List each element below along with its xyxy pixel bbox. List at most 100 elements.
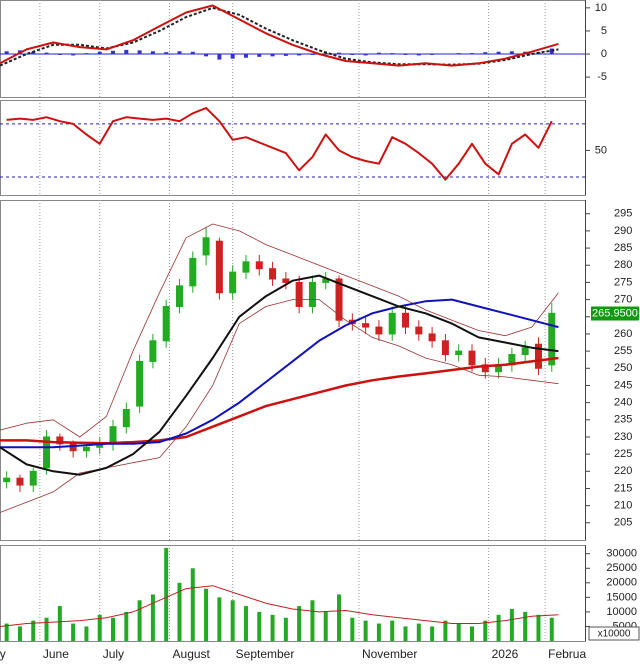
x-tick-label: July [103, 647, 124, 661]
candle-body [29, 470, 37, 486]
line-series [0, 298, 559, 449]
bar [456, 623, 461, 641]
bar [350, 617, 355, 641]
candle-body [295, 281, 303, 307]
bar [376, 52, 381, 55]
candle-body [441, 340, 449, 356]
y-tick-label: 275 [614, 276, 632, 288]
bar [509, 51, 514, 55]
unit-label: x10000 [598, 629, 631, 640]
y-tick-label: 30000 [606, 548, 637, 560]
candle-body [534, 343, 542, 369]
bar [177, 51, 182, 55]
bar [283, 617, 288, 641]
bar [150, 51, 155, 55]
bar [230, 600, 235, 641]
x-tick-label: June [43, 647, 69, 661]
y-tick-label: 210 [614, 500, 632, 512]
bar [4, 51, 9, 55]
y-tick-label: 245 [614, 379, 632, 391]
bar [71, 54, 76, 56]
bar [71, 623, 76, 641]
candle-body [56, 436, 64, 445]
bar [243, 606, 248, 641]
candle-body [3, 477, 11, 483]
candle-body [455, 350, 463, 356]
y-tick-label: 50 [595, 144, 607, 156]
bar [390, 620, 395, 641]
candle-body [69, 443, 77, 452]
bar [44, 52, 49, 55]
candle-body [136, 360, 144, 407]
bar [243, 54, 248, 58]
bar [57, 54, 62, 55]
candle-body [308, 281, 316, 307]
bar [496, 614, 501, 641]
bar [509, 609, 514, 641]
y-tick-label: 215 [614, 482, 632, 494]
bar [469, 53, 474, 55]
bar [57, 606, 62, 641]
line-series [6, 107, 553, 181]
y-tick-label: 0 [601, 48, 607, 60]
bar [137, 50, 142, 55]
bar [416, 623, 421, 641]
bar [363, 620, 368, 641]
line-series [0, 4, 559, 67]
candle-body [122, 408, 130, 428]
candle-body [388, 312, 396, 335]
bar [270, 54, 275, 57]
candle-body [16, 477, 24, 486]
y-tick-label: 20000 [606, 577, 637, 589]
bar [403, 626, 408, 641]
line-series [0, 356, 559, 445]
line-series [0, 223, 559, 438]
bar [549, 617, 554, 641]
y-tick-label: 260 [614, 328, 632, 340]
y-tick-label: 220 [614, 465, 632, 477]
x-tick-label: November [362, 647, 417, 661]
y-tick-label: 235 [614, 414, 632, 426]
bar [257, 54, 262, 57]
bar [297, 54, 302, 56]
bar [456, 53, 461, 55]
candle-body [82, 446, 90, 452]
y-tick-label: 250 [614, 362, 632, 374]
bar [310, 54, 315, 55]
candle-body [402, 312, 410, 328]
bar [190, 51, 195, 55]
x-tick-label: Februa [548, 647, 586, 661]
bar [337, 52, 342, 55]
y-tick-label: 290 [614, 225, 632, 237]
bar [523, 611, 528, 641]
x-tick-label: y [0, 647, 6, 661]
bar [31, 51, 36, 55]
y-tick-label: 25000 [606, 562, 637, 574]
y-tick-label: 255 [614, 345, 632, 357]
bar [297, 606, 302, 641]
bar [443, 620, 448, 641]
x-tick-label: 2026 [492, 647, 519, 661]
candle-body [149, 340, 157, 362]
y-tick-label: 10 [595, 2, 607, 14]
bar [137, 600, 142, 641]
candle-body [43, 436, 51, 469]
line-series [0, 274, 559, 476]
y-tick-label: 5 [601, 25, 607, 37]
x-tick-label: August [173, 647, 211, 661]
y-tick-label: 225 [614, 448, 632, 460]
y-tick-label: 10000 [606, 606, 637, 618]
candle-body [335, 278, 343, 321]
candle-body [229, 271, 237, 294]
bar [217, 597, 222, 641]
bar [164, 52, 169, 55]
bar [177, 582, 182, 641]
bar [124, 611, 129, 641]
last-price-label: 265.9500 [592, 307, 638, 319]
bar [496, 51, 501, 55]
y-tick-label: 205 [614, 517, 632, 529]
candle-body [202, 237, 210, 256]
candle-body [175, 285, 183, 307]
